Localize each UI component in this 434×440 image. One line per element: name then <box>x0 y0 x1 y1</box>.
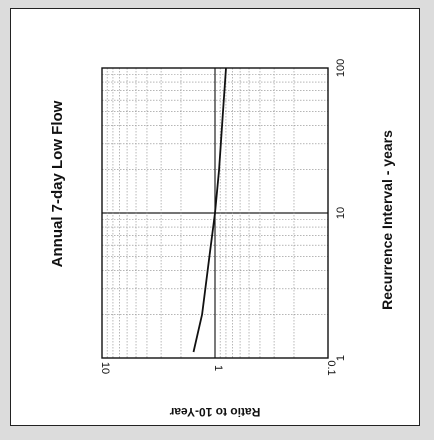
series-layer <box>192 67 227 353</box>
y-tick-label: 10 <box>99 362 111 374</box>
x-tick-label: 1 <box>335 355 347 361</box>
y-axis-label: Ratio to 10-Year <box>169 405 260 419</box>
chart-title: Annual 7-day Low Flow <box>49 100 66 267</box>
x-axis-label: Recurrence Interval - years <box>379 130 395 310</box>
series-line <box>192 67 227 353</box>
y-tick-label: 0.1 <box>325 360 337 375</box>
y-tick-label: 1 <box>212 365 224 371</box>
x-tick-label: 10 <box>335 207 347 219</box>
plot-frame <box>101 67 329 359</box>
x-tick-label: 100 <box>335 59 347 77</box>
